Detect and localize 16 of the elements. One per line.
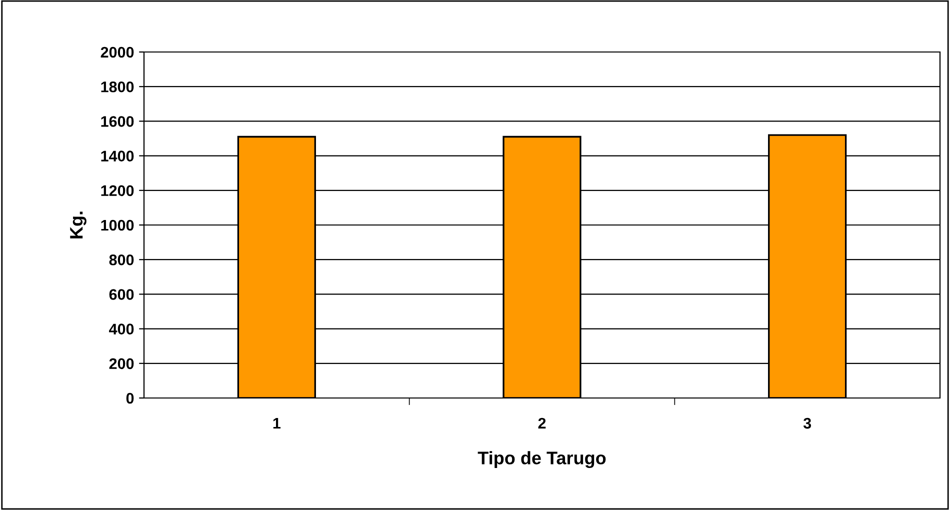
- y-tick-label: 1600: [101, 116, 134, 127]
- y-axis-title: Kg.: [70, 212, 86, 238]
- y-tick-label: 1200: [101, 185, 134, 196]
- x-tick-label: 1: [273, 418, 280, 429]
- y-tick-label: 200: [109, 358, 134, 370]
- x-axis-title: Tipo de Tarugo: [478, 451, 606, 468]
- y-tick-label: 2000: [100, 46, 134, 58]
- y-tick-label: 0: [126, 392, 134, 404]
- y-tick-label: 1400: [101, 150, 134, 162]
- x-tick-label: 3: [803, 418, 812, 429]
- x-tick-label: 2: [538, 418, 546, 429]
- y-tick-label: 1800: [101, 81, 134, 92]
- y-tick-label: 800: [109, 254, 134, 266]
- y-tick-label: 600: [109, 289, 134, 300]
- y-tick-label: 400: [109, 324, 134, 334]
- y-tick-label: 1000: [101, 220, 134, 231]
